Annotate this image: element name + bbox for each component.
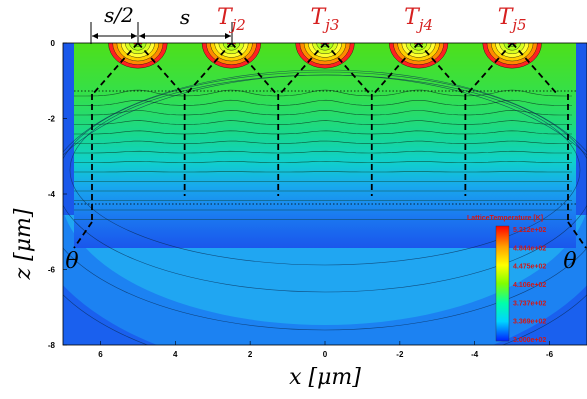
y-tick-label: -4 xyxy=(48,190,56,199)
spacing-label: s xyxy=(180,5,190,29)
colorbar-level: 4.106e+02 xyxy=(513,282,546,289)
y-tick-label: -8 xyxy=(48,341,56,350)
colorbar-level: 4.844e+02 xyxy=(513,245,546,252)
colorbar-level: 3.369e+02 xyxy=(513,319,546,326)
y-tick-label: -2 xyxy=(48,115,56,124)
colorbar-level: 4.475e+02 xyxy=(513,264,546,271)
angle-label-left: θ xyxy=(65,249,78,274)
colorbar-scale xyxy=(496,226,509,341)
hot-spot-label: Tj5 xyxy=(498,5,527,34)
x-tick-label: 0 xyxy=(323,350,328,359)
colorbar-title: LatticeTemperature [K] xyxy=(467,215,543,222)
y-axis-label: z [μm] xyxy=(11,208,36,280)
right-trench xyxy=(576,43,587,215)
x-axis-label: x [μm] xyxy=(289,365,361,390)
colorbar-level: 3.737e+02 xyxy=(513,300,546,307)
hot-spot-label: Tj4 xyxy=(404,5,433,34)
x-tick-label: 6 xyxy=(98,350,103,359)
x-tick-label: -2 xyxy=(396,350,404,359)
colorbar-level: 5.212e+02 xyxy=(513,227,546,234)
spacing-annotation: s/2 s xyxy=(91,3,232,44)
hot-spot-label: Tj2 xyxy=(217,5,246,34)
y-tick-label: -6 xyxy=(48,266,56,275)
x-tick-label: 2 xyxy=(248,350,253,359)
hot-spot-labels: Tj2 Tj3 Tj4 Tj5 xyxy=(217,5,527,34)
y-tick-label: 0 xyxy=(51,39,56,48)
left-trench xyxy=(63,43,74,215)
colorbar-level: 3.000e+02 xyxy=(513,337,546,344)
x-tick-label: 4 xyxy=(173,350,178,359)
half-spacing-label: s/2 xyxy=(104,3,134,27)
hot-spot-label: Tj3 xyxy=(311,5,340,34)
colorbar-legend: LatticeTemperature [K] 5.212e+02 4.844e+0… xyxy=(467,212,587,352)
